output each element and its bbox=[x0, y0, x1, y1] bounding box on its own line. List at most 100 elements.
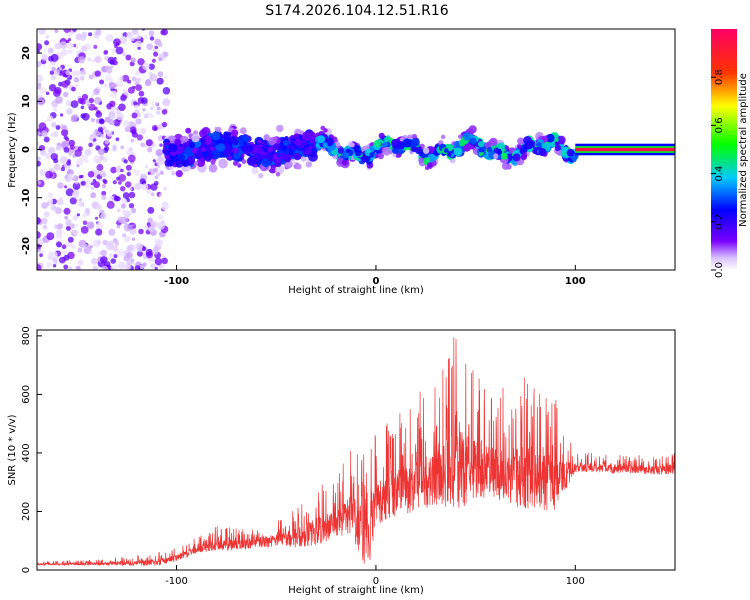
spectrogram-blob bbox=[40, 150, 46, 156]
y-tick-label: 0 bbox=[21, 567, 32, 573]
spectrogram-blob bbox=[103, 179, 108, 185]
spectrogram-blob bbox=[153, 51, 159, 57]
spectrogram-blob bbox=[117, 208, 121, 213]
spectrogram-blob bbox=[95, 221, 103, 230]
spectrogram-y-ticks: -20 -10 0 10 20 bbox=[21, 46, 42, 255]
spectrogram-blob bbox=[166, 159, 175, 167]
spectrogram-blob bbox=[122, 233, 127, 238]
spectrogram-blob bbox=[211, 131, 221, 141]
spectrogram-blob bbox=[152, 159, 156, 163]
spectrogram-blob bbox=[306, 131, 316, 141]
y-tick-label: 0 bbox=[21, 146, 32, 153]
spectrogram-blob bbox=[497, 144, 502, 149]
spectrogram-blob bbox=[76, 164, 80, 168]
spectrogram-blob bbox=[47, 251, 54, 258]
spectrogram-blob bbox=[77, 247, 83, 253]
spectrogram-blob bbox=[95, 204, 103, 211]
spectrogram-blob bbox=[50, 74, 57, 81]
spectrogram-blob bbox=[263, 134, 270, 141]
spectrogram-blob bbox=[520, 154, 528, 161]
spectrogram-blob bbox=[65, 219, 72, 226]
spectrogram-blob bbox=[102, 239, 109, 246]
spectrogram-blob bbox=[112, 180, 117, 185]
spectrogram-blob bbox=[86, 221, 95, 229]
spectrogram-blob bbox=[125, 164, 132, 171]
spectrogram-blob bbox=[143, 34, 148, 40]
spectrogram-blob bbox=[63, 147, 70, 153]
spectrogram-blob bbox=[48, 84, 57, 92]
spectrogram-blob bbox=[147, 206, 155, 214]
spectrogram-blob bbox=[38, 29, 46, 35]
spectrogram-blob bbox=[489, 137, 498, 146]
spectrogram-blob bbox=[93, 106, 98, 111]
spectrogram-blob bbox=[44, 40, 50, 46]
spectrogram-blob bbox=[560, 151, 566, 157]
spectrogram-blob bbox=[109, 78, 114, 83]
spectrogram-blob bbox=[258, 173, 264, 179]
spectrogram-blob bbox=[140, 128, 147, 135]
spectrogram-blob bbox=[117, 262, 125, 269]
spectrogram-blob bbox=[72, 214, 79, 221]
spectrogram-blob bbox=[77, 259, 84, 266]
spectrogram-blob bbox=[55, 96, 63, 104]
spectrogram-blob bbox=[135, 40, 142, 47]
spectrogram-blob bbox=[124, 126, 131, 133]
spectrogram-blob bbox=[95, 98, 101, 105]
spectrogram-blob bbox=[60, 113, 64, 117]
spectrogram-blob bbox=[77, 56, 86, 64]
spectrogram-blob bbox=[477, 141, 485, 148]
spectrogram-blob bbox=[55, 125, 61, 130]
spectrogram-blob bbox=[52, 264, 57, 268]
spectrogram-blob bbox=[100, 249, 107, 257]
spectrogram-blob bbox=[193, 161, 199, 166]
spectrogram-blob bbox=[73, 76, 80, 83]
spectrogram-blob bbox=[149, 73, 158, 82]
spectrogram-blob bbox=[295, 129, 301, 135]
spectrogram-blob bbox=[39, 87, 46, 94]
spectrogram-blob bbox=[161, 121, 168, 128]
snr-series-line bbox=[37, 337, 675, 567]
spectrogram-blob bbox=[536, 142, 542, 148]
spectrogram-blob bbox=[115, 137, 120, 142]
snr-x-ticks: -100 0 100 bbox=[165, 565, 585, 587]
spectrogram-blob bbox=[102, 156, 108, 163]
spectrogram-blob bbox=[63, 254, 70, 261]
spectrogram-blob bbox=[146, 189, 152, 195]
spectrogram-blob bbox=[53, 260, 58, 265]
spectrogram-blob bbox=[554, 137, 559, 142]
colorbar: 0.0 0.2 0.4 0.6 0.8 Normalized spectral ampl… bbox=[711, 29, 749, 278]
spectrogram-blob bbox=[161, 257, 168, 265]
spectrogram-blob bbox=[134, 70, 141, 76]
spectrogram-blob bbox=[57, 182, 64, 189]
spectrogram-blob bbox=[111, 48, 116, 53]
spectrogram-blob bbox=[123, 159, 128, 164]
spectrogram-blob bbox=[45, 152, 52, 160]
spectrogram-blob bbox=[45, 35, 50, 39]
spectrogram-blob bbox=[145, 164, 149, 169]
spectrogram-blob bbox=[88, 97, 95, 104]
spectrogram-blob bbox=[87, 57, 92, 62]
y-tick-label: 600 bbox=[21, 385, 32, 404]
spectrogram-blob bbox=[154, 45, 158, 50]
spectrogram-blobs bbox=[37, 29, 675, 270]
spectrogram-blob bbox=[39, 253, 43, 257]
spectrogram-blob bbox=[378, 132, 385, 139]
y-tick-label: 800 bbox=[21, 326, 32, 345]
spectrogram-blob bbox=[538, 148, 547, 156]
spectrogram-blob bbox=[98, 148, 105, 156]
spectrogram-blob bbox=[47, 115, 54, 122]
spectrogram-blob bbox=[74, 180, 79, 185]
spectrogram-blob bbox=[129, 61, 135, 67]
spectrogram-blob bbox=[104, 116, 111, 123]
spectrogram-blob bbox=[182, 159, 190, 167]
spectrogram-blob bbox=[305, 147, 312, 155]
spectrogram-blob bbox=[159, 264, 164, 269]
spectrogram-blob bbox=[62, 91, 69, 98]
snr-background bbox=[37, 330, 675, 570]
spectrogram-blob bbox=[377, 152, 384, 160]
spectrogram-blob bbox=[223, 146, 233, 157]
spectrogram-blob bbox=[67, 49, 73, 54]
spectrogram-blob bbox=[402, 138, 412, 148]
spectrogram-blob bbox=[281, 145, 287, 151]
